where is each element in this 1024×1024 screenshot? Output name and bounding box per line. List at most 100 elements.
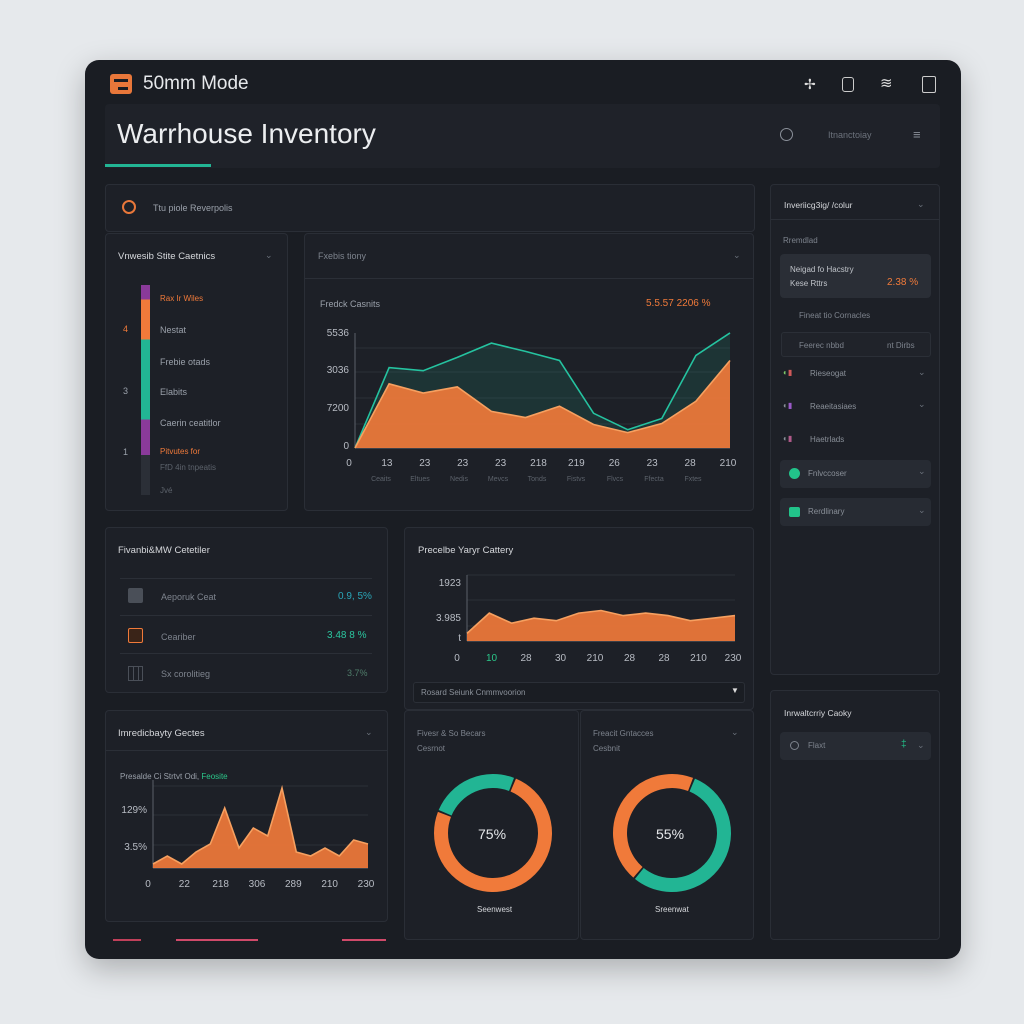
toggle-icon: ◐▮ (783, 368, 793, 377)
donut-segment (434, 774, 552, 892)
x-tick-label: 230 (725, 653, 742, 664)
state-panel (105, 233, 288, 511)
list-item-label[interactable]: Haetrlads (810, 435, 845, 444)
chevron-down-icon[interactable]: ⌄ (918, 367, 926, 377)
chevron-down-icon[interactable]: ⌄ (365, 727, 373, 737)
spike-subtitle-text: Presalde Ci Strtvt Odi, (120, 772, 200, 781)
donut-segment (434, 774, 552, 892)
x-tick-label: 10 (486, 653, 498, 664)
donut-value: 55% (656, 826, 685, 842)
level-label: 3 (123, 386, 129, 396)
y-tick-label: 0 (343, 441, 349, 452)
chevron-down-icon[interactable]: ⌄ (731, 727, 739, 737)
list-row-value: 3.48 8 % (327, 630, 367, 641)
donut-label: Seenwest (477, 905, 513, 914)
accent-line (176, 939, 258, 941)
select-box[interactable] (780, 732, 931, 760)
x-tick-label: 210 (690, 653, 707, 664)
list-row-label: Aeporuk Ceat (161, 592, 217, 602)
caret-down-icon[interactable]: ▼ (731, 686, 739, 695)
series-area (153, 788, 368, 868)
donut-label: Sreenwat (655, 905, 689, 914)
menu-icon[interactable]: ≡ (913, 127, 921, 142)
search-input[interactable]: Ttu piole Reverpolis (153, 203, 233, 213)
x-tick-label: 218 (212, 879, 229, 890)
series-area (467, 610, 735, 641)
x-tick-label: 210 (321, 879, 338, 890)
y-tick-label: t (458, 633, 461, 644)
main-chart-subtitle: Fredck Casnits (320, 299, 381, 309)
x-category-label: Ffecta (644, 476, 664, 483)
donut-sub: Cesrnot (417, 744, 446, 753)
donut-title: Freacit Gntacces (593, 729, 654, 738)
divider (120, 615, 372, 616)
state-panel-title: Vnwesib Stite Caetnics (118, 251, 216, 262)
action-button[interactable] (780, 460, 931, 488)
x-tick-label: 210 (587, 653, 604, 664)
level-label: 4 (123, 324, 129, 334)
header-search-label[interactable]: Itnanctoiay (828, 130, 872, 140)
list-item-label[interactable]: Reaeitasiaes (810, 402, 857, 411)
list-item-label[interactable]: Rieseogat (810, 369, 847, 378)
active-tab-indicator (105, 164, 211, 167)
action-button[interactable] (780, 498, 931, 526)
state-item: FfD 4in tnpeatis (160, 463, 217, 472)
x-tick-label: 13 (381, 458, 393, 469)
divider (120, 578, 372, 579)
x-tick-label: 23 (647, 458, 659, 469)
spike-chart-panel (105, 710, 388, 922)
x-tick-label: 30 (555, 653, 567, 664)
x-tick-label: 28 (658, 653, 670, 664)
circle-icon (789, 468, 800, 479)
stat-card-line2: Kese Rttrs (790, 279, 828, 288)
accent-line (113, 939, 141, 941)
state-item: Elabits (160, 387, 188, 397)
small-chart-title: Precelbe Yaryr Cattery (418, 545, 514, 556)
page-header (105, 104, 940, 168)
folder-icon (128, 628, 143, 643)
accent-line (342, 939, 386, 941)
list-panel-title: Fivanbi&MW Cetetiler (118, 545, 210, 556)
x-tick-label: 218 (530, 458, 547, 469)
x-tick-label: 210 (720, 458, 737, 469)
donut-sub: Cesbnit (593, 744, 621, 753)
search-bar[interactable] (105, 184, 755, 232)
filter-box[interactable] (781, 332, 931, 357)
chevron-down-icon[interactable]: ⌄ (917, 199, 925, 209)
box-icon (128, 588, 143, 603)
search-icon[interactable] (780, 128, 793, 141)
donut-title: Fivesr & So Becars (417, 729, 486, 738)
y-tick-label: 3036 (327, 365, 350, 376)
category-dropdown[interactable] (413, 682, 745, 703)
filter-box-left: Feerec nbbd (799, 341, 844, 350)
action-button-label: Fnlvccoser (808, 469, 847, 478)
chevron-down-icon[interactable]: ⌄ (265, 250, 273, 260)
page-title: Warrhouse Inventory (117, 118, 376, 149)
divider (106, 750, 387, 751)
toggle-icon: ◐▮ (783, 434, 793, 443)
app-name: 50mm Mode (143, 73, 249, 94)
action-button-label: Rerdlinary (808, 507, 845, 516)
main-chart-header: Fxebis tiony (318, 251, 367, 261)
chevron-down-icon[interactable]: ⌄ (918, 399, 926, 409)
bookmark-icon[interactable] (922, 76, 936, 93)
donut-segment (613, 774, 731, 892)
list-row-label: Ceariber (161, 632, 196, 642)
donut-value: 75% (478, 826, 507, 842)
pin-icon[interactable]: ✢ (804, 76, 816, 92)
device-icon[interactable] (842, 77, 854, 92)
right-panel-title: Inveriicg3ig/ /colur (784, 200, 853, 210)
x-category-label: Fxtes (684, 476, 702, 483)
state-item: Nestat (160, 325, 187, 335)
x-category-label: Tonds (528, 476, 547, 483)
spike-subtitle: Presalde Ci Strtvt Odi, Feosite (120, 772, 228, 781)
series-area (355, 360, 730, 448)
wifi-icon[interactable]: ≋ (880, 75, 893, 92)
x-tick-label: 28 (624, 653, 636, 664)
state-bar (141, 285, 150, 495)
chevron-down-icon[interactable]: ⌄ (733, 250, 741, 260)
divider (120, 653, 372, 654)
series-line (152, 784, 369, 865)
